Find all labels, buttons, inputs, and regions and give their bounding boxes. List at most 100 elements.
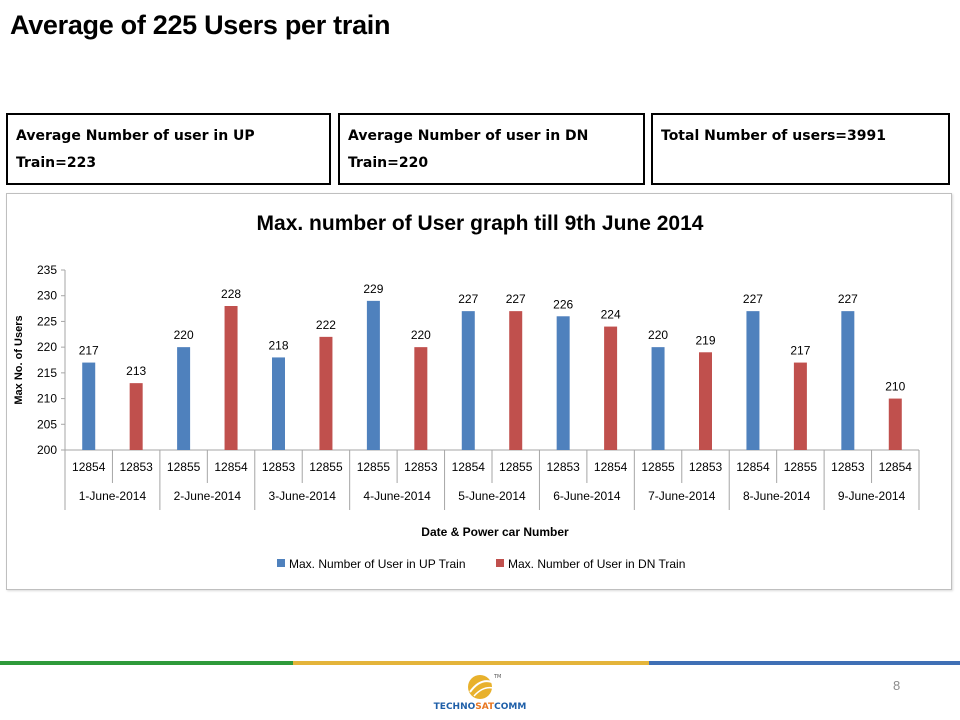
bar-data-label: 220 bbox=[411, 328, 431, 342]
bar-data-label: 219 bbox=[695, 333, 715, 347]
page-number: 8 bbox=[893, 678, 901, 693]
bar-data-label: 217 bbox=[79, 344, 99, 358]
x-category-label: 12855 bbox=[309, 460, 343, 474]
x-category-label: 12853 bbox=[262, 460, 296, 474]
y-tick-label: 210 bbox=[37, 392, 57, 406]
total-users-text: Total Number of users=3991 bbox=[661, 128, 886, 144]
bar-up bbox=[177, 347, 191, 450]
x-date-label: 3-June-2014 bbox=[269, 489, 337, 503]
avg-up-line1: Average Number of user in UP bbox=[16, 128, 255, 144]
logo-text-sat: SAT bbox=[475, 702, 495, 712]
y-tick-label: 230 bbox=[37, 289, 57, 303]
bar-data-label: 210 bbox=[885, 380, 905, 394]
footer-line-green bbox=[0, 661, 293, 665]
footer-line-yellow bbox=[293, 661, 649, 665]
x-category-label: 12854 bbox=[452, 460, 486, 474]
bar-dn bbox=[793, 362, 807, 450]
x-date-label: 1-June-2014 bbox=[79, 489, 147, 503]
x-date-label: 4-June-2014 bbox=[363, 489, 431, 503]
y-tick-label: 200 bbox=[37, 443, 57, 457]
bar-up bbox=[272, 357, 285, 450]
x-date-label: 8-June-2014 bbox=[743, 489, 811, 503]
bar-up bbox=[461, 311, 475, 450]
bar-data-label: 227 bbox=[743, 292, 763, 306]
x-category-label: 12854 bbox=[214, 460, 248, 474]
y-tick-label: 215 bbox=[37, 366, 57, 380]
bar-data-label: 220 bbox=[648, 328, 668, 342]
y-axis-title: Max No. of Users bbox=[13, 315, 25, 404]
bar-dn bbox=[604, 326, 618, 450]
logo-text-comm: COMM bbox=[494, 702, 527, 712]
logo-satellite-icon: TM bbox=[468, 674, 501, 699]
x-category-label: 12855 bbox=[357, 460, 391, 474]
legend-swatch-dn bbox=[496, 559, 504, 567]
x-category-label: 12853 bbox=[831, 460, 865, 474]
x-category-label: 12854 bbox=[72, 460, 106, 474]
bar-up bbox=[82, 362, 96, 450]
bar-up bbox=[556, 316, 570, 450]
x-category-label: 12855 bbox=[641, 460, 675, 474]
x-date-label: 2-June-2014 bbox=[174, 489, 242, 503]
bar-data-label: 228 bbox=[221, 287, 241, 301]
x-date-label: 5-June-2014 bbox=[458, 489, 526, 503]
bar-data-label: 229 bbox=[363, 282, 383, 296]
avg-up-box: Average Number of user in UP Train=223 bbox=[6, 113, 331, 185]
bar-up bbox=[841, 311, 855, 450]
x-category-label: 12855 bbox=[784, 460, 818, 474]
x-category-label: 12853 bbox=[404, 460, 438, 474]
x-date-label: 7-June-2014 bbox=[648, 489, 716, 503]
avg-up-line2: Train=223 bbox=[16, 155, 97, 171]
x-category-label: 12854 bbox=[736, 460, 770, 474]
bar-up bbox=[366, 300, 380, 450]
bar-data-label: 220 bbox=[174, 328, 194, 342]
bar-up bbox=[651, 347, 665, 450]
y-tick-label: 225 bbox=[37, 314, 57, 328]
bar-dn bbox=[699, 352, 712, 450]
avg-dn-box: Average Number of user in DN Train=220 bbox=[338, 113, 645, 185]
bar-data-label: 222 bbox=[316, 318, 336, 332]
bar-data-label: 227 bbox=[838, 292, 858, 306]
legend-swatch-up bbox=[277, 559, 285, 567]
x-category-label: 12853 bbox=[119, 460, 153, 474]
y-tick-label: 205 bbox=[37, 417, 57, 431]
bar-data-label: 226 bbox=[553, 297, 573, 311]
logo-trademark: TM bbox=[493, 674, 501, 680]
bar-dn bbox=[888, 398, 902, 450]
bar-data-label: 224 bbox=[601, 308, 621, 322]
bar-up bbox=[746, 311, 760, 450]
y-tick-label: 235 bbox=[37, 263, 57, 277]
bar-data-label: 218 bbox=[268, 338, 288, 352]
bar-dn bbox=[129, 383, 143, 450]
y-tick-label: 220 bbox=[37, 340, 57, 354]
legend-label: Max. Number of User in DN Train bbox=[508, 557, 685, 571]
company-logo: TM TECHNOSATCOMM bbox=[430, 672, 530, 714]
bar-data-label: 217 bbox=[790, 344, 810, 358]
bar-dn bbox=[319, 336, 333, 450]
chart-frame: Max. number of User graph till 9th June … bbox=[6, 193, 952, 590]
x-axis-title: Date & Power car Number bbox=[421, 525, 569, 539]
x-date-label: 9-June-2014 bbox=[838, 489, 906, 503]
avg-dn-line2: Train=220 bbox=[348, 155, 429, 171]
logo-wordmark: TECHNOSATCOMM bbox=[430, 702, 530, 712]
x-date-label: 6-June-2014 bbox=[553, 489, 621, 503]
x-category-label: 12855 bbox=[499, 460, 533, 474]
bar-data-label: 213 bbox=[126, 364, 146, 378]
avg-dn-line1: Average Number of user in DN bbox=[348, 128, 589, 144]
bar-chart: Max. number of User graph till 9th June … bbox=[13, 212, 920, 571]
x-category-label: 12853 bbox=[689, 460, 723, 474]
bar-data-label: 227 bbox=[458, 292, 478, 306]
logo-text-techno: TECHNO bbox=[433, 702, 476, 712]
x-category-label: 12854 bbox=[879, 460, 913, 474]
bar-dn bbox=[224, 306, 238, 450]
x-category-label: 12855 bbox=[167, 460, 201, 474]
bar-data-label: 227 bbox=[506, 292, 526, 306]
x-category-label: 12854 bbox=[594, 460, 628, 474]
bar-dn bbox=[414, 347, 428, 450]
bar-dn bbox=[509, 311, 523, 450]
slide-title: Average of 225 Users per train bbox=[10, 10, 391, 40]
x-category-label: 12853 bbox=[546, 460, 580, 474]
footer-line-blue bbox=[649, 661, 960, 665]
legend-label: Max. Number of User in UP Train bbox=[289, 557, 466, 571]
chart-title: Max. number of User graph till 9th June … bbox=[257, 212, 704, 235]
total-users-box: Total Number of users=3991 bbox=[651, 113, 950, 185]
